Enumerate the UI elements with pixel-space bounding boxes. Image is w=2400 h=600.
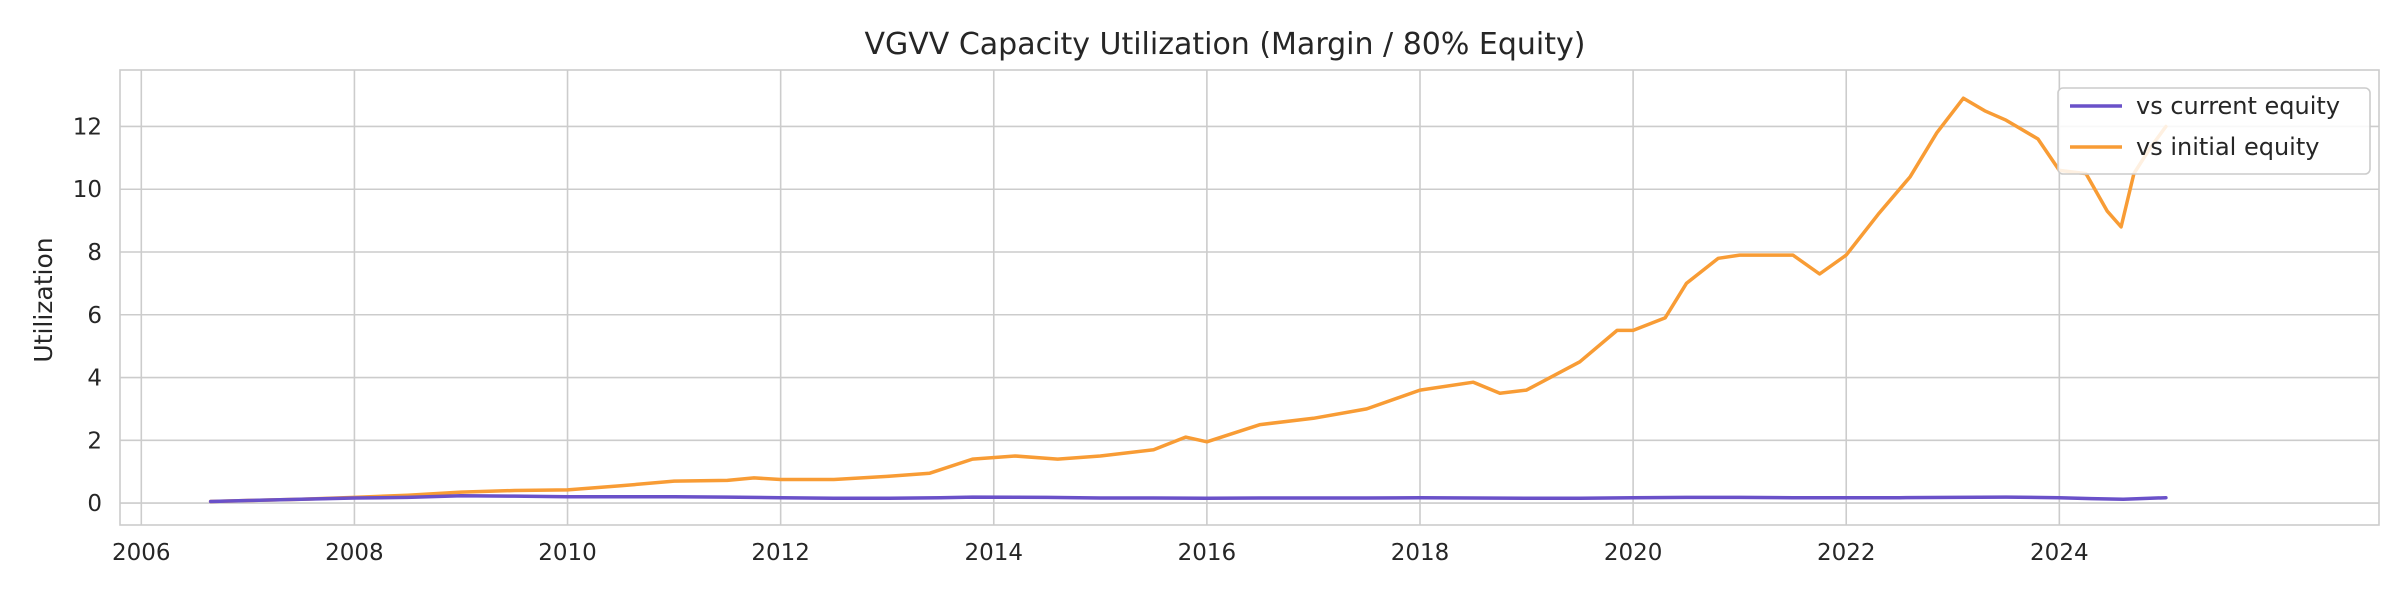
- chart-title: VGVV Capacity Utilization (Margin / 80% …: [865, 27, 1586, 62]
- x-tick-label: 2024: [2030, 540, 2089, 566]
- tick-labels: 2006 2008 2010 2012 2014 2016 2018 2020 2022 2024…: [73, 114, 2089, 566]
- legend: vs current equity vs initial equity: [2057, 87, 2371, 175]
- y-tick-label: 4: [87, 366, 102, 392]
- legend-box: [2057, 87, 2371, 175]
- y-tick-label: 8: [87, 240, 102, 266]
- x-tick-label: 2008: [325, 540, 384, 566]
- y-axis-label: Utilization: [29, 237, 58, 362]
- series-line-initial-equity: [208, 96, 2168, 504]
- y-tick-label: 6: [87, 303, 102, 329]
- grid-lines: [120, 70, 2379, 525]
- x-tick-label: 2018: [1391, 540, 1450, 566]
- x-tick-label: 2012: [751, 540, 810, 566]
- series-lines: [208, 96, 2168, 504]
- x-tick-label: 2016: [1178, 540, 1237, 566]
- series-line-current-equity: [208, 494, 2168, 504]
- y-tick-label: 12: [73, 114, 102, 140]
- x-tick-label: 2010: [538, 540, 597, 566]
- y-tick-label: 10: [73, 177, 102, 203]
- plot-frame: [119, 69, 2380, 526]
- x-tick-label: 2014: [964, 540, 1023, 566]
- y-tick-label: 0: [87, 491, 102, 517]
- legend-label-current-equity: vs current equity: [2136, 92, 2340, 120]
- x-tick-label: 2006: [112, 540, 171, 566]
- x-tick-label: 2022: [1817, 540, 1876, 566]
- legend-label-initial-equity: vs initial equity: [2136, 133, 2319, 161]
- y-tick-label: 2: [87, 428, 102, 454]
- x-tick-label: 2020: [1604, 540, 1663, 566]
